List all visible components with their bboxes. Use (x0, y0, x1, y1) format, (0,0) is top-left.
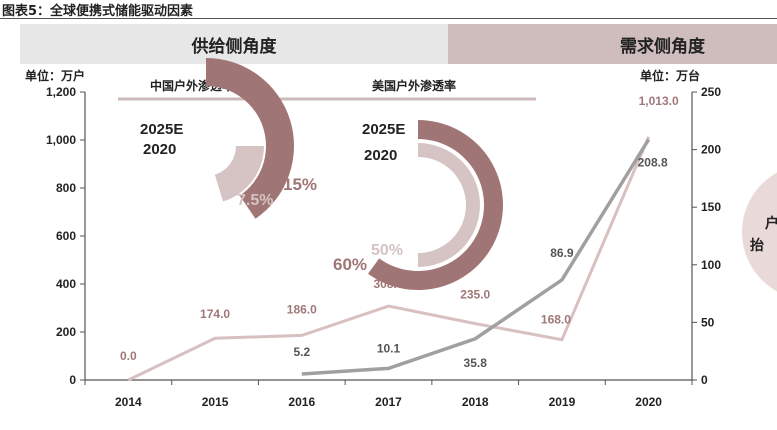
left-tick-label: 0 (69, 373, 76, 387)
x-tick-label: 2017 (375, 395, 402, 409)
side-circle-text-1: 户 (765, 215, 777, 231)
china-2025-value: 15% (283, 175, 317, 194)
china-donut: 2025E 2020 15% 7.5% (140, 58, 317, 219)
us-year-top: 2025E (362, 121, 405, 138)
gray-series-line (301, 138, 651, 376)
pink-series-line (127, 136, 651, 382)
us-penetration-label: 美国户外渗透率 (372, 79, 457, 93)
right-tick-label: 150 (701, 200, 721, 214)
left-tick-label: 400 (56, 277, 76, 291)
left-tick-label: 200 (56, 325, 76, 339)
pink-data-label: 0.0 (120, 349, 137, 363)
china-year-top: 2025E (140, 121, 183, 138)
right-unit-label: 单位：万台 (640, 69, 701, 83)
x-tick-label: 2020 (635, 395, 662, 409)
gray-data-label: 10.1 (377, 341, 401, 355)
left-tick-label: 1,200 (46, 85, 76, 99)
left-tick-label: 800 (56, 181, 76, 195)
pink-data-label: 186.0 (287, 302, 317, 316)
x-tick-label: 2014 (115, 395, 142, 409)
figure-title: 图表5：全球便携式储能驱动因素 (2, 4, 194, 19)
china-donut-2020-arc (214, 146, 264, 202)
x-tick-label: 2015 (202, 395, 229, 409)
x-tick-label: 2019 (549, 395, 576, 409)
left-tick-label: 600 (56, 229, 76, 243)
china-year-bottom: 2020 (143, 141, 176, 158)
right-tick-label: 100 (701, 258, 721, 272)
gray-data-label: 86.9 (550, 246, 574, 260)
axes: 0 200 400 600 800 1,000 1,200 0 50 100 150 200 250 20… (46, 85, 721, 409)
china-donut-2025-arc (206, 58, 294, 219)
pink-data-label: 174.0 (200, 307, 230, 321)
right-tick-label: 50 (701, 315, 715, 329)
x-tick-label: 2016 (288, 395, 315, 409)
left-unit-label: 单位：万户 (25, 69, 86, 83)
series-lines (127, 136, 651, 382)
left-tick-label: 1,000 (46, 133, 76, 147)
us-year-bottom: 2020 (364, 147, 397, 164)
china-2020-value: 7.5% (237, 192, 273, 209)
us-2025-value: 60% (333, 255, 367, 274)
title-rule (0, 18, 777, 19)
side-circle-text-2: 抬 (750, 237, 764, 253)
pink-data-label: 1,013.0 (639, 94, 679, 108)
us-2020-value: 50% (371, 242, 403, 259)
right-tick-label: 200 (701, 143, 721, 157)
gray-data-label: 208.8 (638, 155, 668, 169)
us-donut: 2025E 2020 60% 50% (333, 120, 503, 290)
data-labels: 0.0174.0186.0308.0235.0168.01,013.05.210… (120, 94, 679, 370)
supply-banner: 供给侧角度 (20, 24, 448, 64)
gray-data-label: 35.8 (464, 356, 488, 370)
pink-data-label: 235.0 (460, 288, 490, 302)
us-donut-2025-arc (368, 120, 503, 290)
gray-data-label: 5.2 (293, 345, 310, 359)
pink-data-label: 168.0 (541, 313, 571, 327)
side-circle (742, 172, 777, 292)
us-donut-2020-arc (418, 143, 480, 267)
right-tick-label: 250 (701, 85, 721, 99)
x-tick-label: 2018 (462, 395, 489, 409)
right-tick-label: 0 (701, 373, 708, 387)
demand-banner: 需求侧角度 (448, 24, 777, 64)
